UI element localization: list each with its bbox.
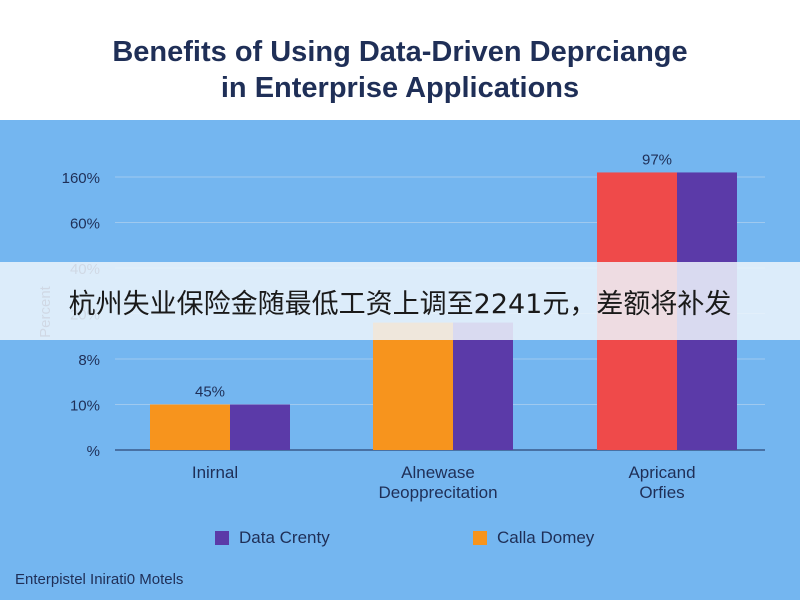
chart-header: Benefits of Using Data-Driven Deprciange… (0, 0, 800, 120)
chart-title-line-1: Benefits of Using Data-Driven Deprciange (112, 36, 688, 68)
chart-title: Benefits of Using Data-Driven Deprciange… (0, 34, 800, 106)
legend-swatch-data-crenty (215, 531, 229, 545)
y-tick-label: 60% (70, 216, 100, 233)
legend-item-calla-domey: Calla Domey (473, 528, 594, 548)
bar-data-crenty (230, 404, 290, 450)
x-tick-label: Deopprecitation (378, 483, 497, 502)
legend-item-data-crenty: Data Crenty (215, 528, 330, 548)
chart-title-line-2: in Enterprise Applications (220, 72, 580, 104)
news-banner: 杭州失业保险金随最低工资上调至2241元，差额将补发 (0, 262, 800, 340)
y-tick-label: 8% (78, 352, 100, 369)
x-tick-label: Apricand (628, 463, 695, 482)
data-label: 45% (195, 384, 225, 401)
footer-source: Enterpistel Inirati0 Motels (15, 571, 184, 588)
x-tick-label: Orfies (639, 483, 684, 502)
x-tick-label: Inirnal (192, 463, 238, 482)
x-tick-label: Alnewase (401, 463, 475, 482)
y-tick-label: 10% (70, 398, 100, 415)
y-tick-label: % (87, 443, 100, 460)
legend-label-calla-domey: Calla Domey (497, 528, 595, 547)
legend-label-data-crenty: Data Crenty (239, 528, 330, 547)
y-tick-label: 160% (62, 170, 100, 187)
bar-calla-domey (150, 404, 230, 450)
legend-swatch-calla-domey (473, 531, 487, 545)
bar-calla-domey (373, 322, 453, 450)
data-label: 97% (642, 151, 672, 168)
bar-data-crenty (453, 322, 513, 450)
